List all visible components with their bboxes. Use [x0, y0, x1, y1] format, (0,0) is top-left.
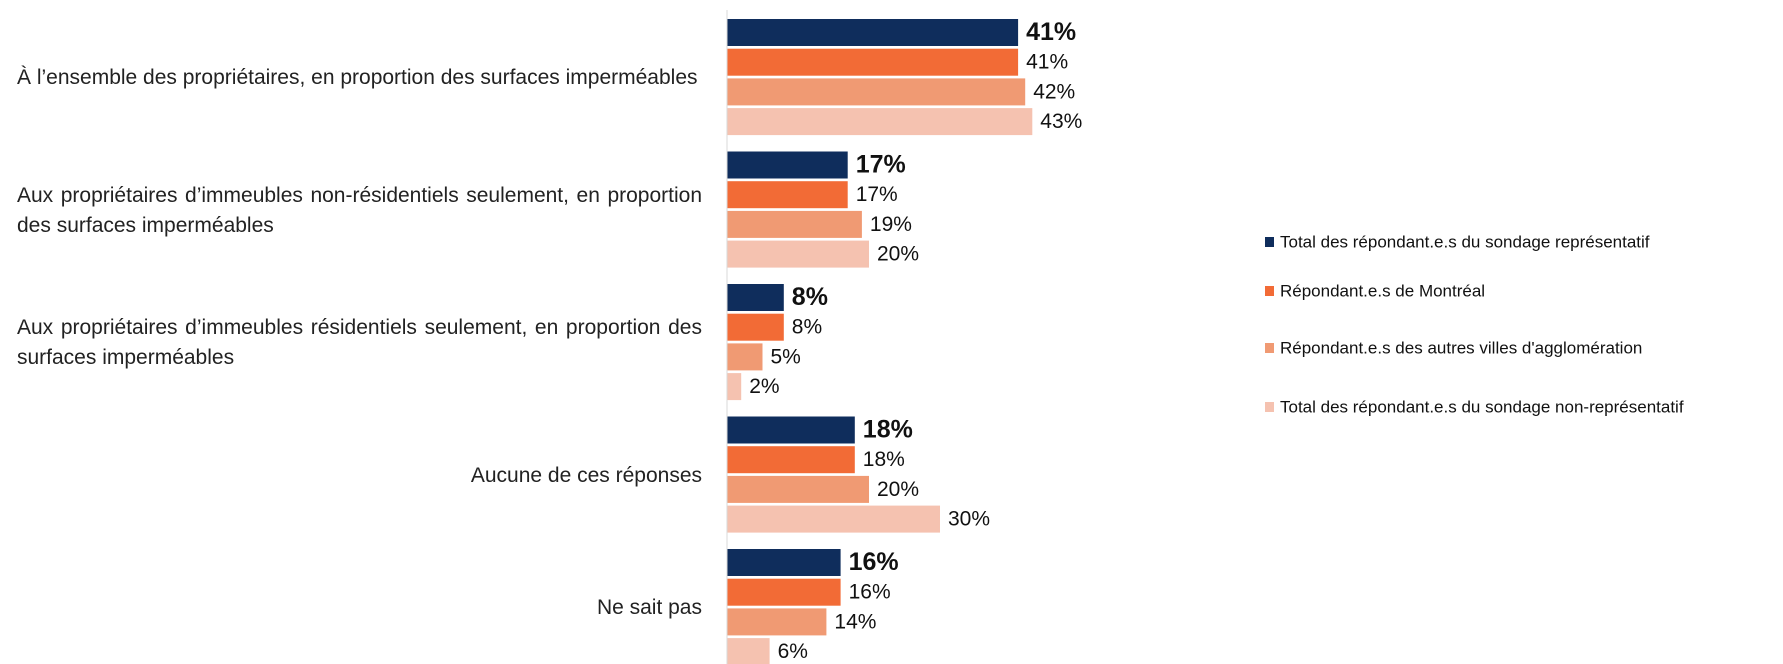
value-label: 20% — [877, 478, 919, 501]
legend-swatch — [1265, 237, 1274, 247]
value-label: 41% — [1026, 18, 1076, 46]
value-label: 17% — [856, 151, 906, 179]
bar — [727, 578, 841, 606]
value-label: 5% — [771, 345, 801, 368]
bar — [727, 416, 855, 444]
value-label: 18% — [863, 416, 913, 444]
category-label: Ne sait pas — [596, 596, 702, 619]
category-label: Aux propriétaires d’immeubles non-réside… — [17, 183, 702, 237]
value-label: 18% — [863, 448, 905, 471]
value-label: 16% — [849, 548, 899, 576]
bar — [727, 313, 784, 341]
value-label: 8% — [792, 283, 828, 311]
bar — [727, 549, 841, 576]
category-label: À l’ensemble des propriétaires, en propo… — [17, 66, 698, 89]
bar — [727, 475, 869, 503]
legend-swatch — [1265, 343, 1274, 353]
value-label: 41% — [1026, 51, 1068, 74]
value-label: 19% — [870, 213, 912, 236]
legend-label: Répondant.e.s de Montréal — [1280, 281, 1485, 300]
bar — [727, 446, 855, 474]
legend-label: Répondant.e.s des autres villes d'agglom… — [1280, 338, 1642, 357]
value-label: 30% — [948, 508, 990, 531]
bar — [727, 240, 869, 268]
bar — [727, 108, 1033, 136]
value-label: 14% — [834, 610, 876, 633]
value-label: 6% — [778, 640, 808, 663]
bar — [727, 210, 862, 238]
bar — [727, 343, 763, 371]
bar — [727, 78, 1026, 106]
category-label: Aux propriétaires d’immeubles résidentie… — [17, 316, 702, 369]
legend-label: Total des répondant.e.s du sondage non-r… — [1280, 397, 1684, 416]
bar — [727, 151, 848, 179]
value-label: 16% — [849, 581, 891, 604]
category-label: Aucune de ces réponses — [470, 463, 702, 487]
legend-label: Total des répondant.e.s du sondage repré… — [1280, 232, 1650, 251]
value-label: 17% — [856, 183, 898, 206]
value-label: 20% — [877, 243, 919, 266]
bar — [727, 48, 1019, 76]
value-label: 2% — [749, 375, 779, 398]
bar — [727, 638, 770, 664]
bar — [727, 284, 784, 311]
bar — [727, 373, 742, 401]
value-label: 8% — [792, 316, 822, 339]
bar — [727, 181, 848, 209]
bar — [727, 19, 1019, 46]
value-label: 43% — [1040, 110, 1082, 133]
bar — [727, 608, 827, 636]
legend-swatch — [1265, 286, 1274, 296]
value-label: 42% — [1033, 80, 1075, 103]
legend-swatch — [1265, 402, 1274, 412]
bar — [727, 505, 940, 533]
